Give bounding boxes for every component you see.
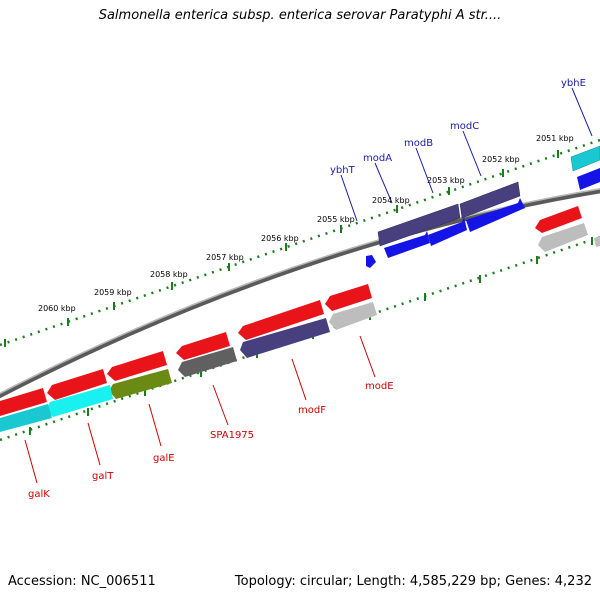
scale-label: 2051 kbp <box>536 134 574 143</box>
scale-label: 2057 kbp <box>206 253 244 262</box>
gene-labels-top: ybhE modC modB modA ybhT <box>330 78 586 176</box>
gene-label-modC[interactable]: modC <box>450 121 479 132</box>
gene-arrow-modF-red[interactable] <box>238 300 324 340</box>
gene-arrow-SPA1975-red[interactable] <box>176 332 230 360</box>
gene-label-modB[interactable]: modB <box>404 138 433 149</box>
topology-summary: Topology: circular; Length: 4,585,229 bp… <box>234 574 592 589</box>
leaders-top <box>340 87 593 222</box>
scale-label: 2060 kbp <box>38 304 76 313</box>
gene-arrow-blue-small[interactable] <box>366 255 376 268</box>
gene-label-ybhE[interactable]: ybhE <box>561 78 586 89</box>
gene-label-modA[interactable]: modA <box>363 153 392 164</box>
gene-arrow-modA[interactable] <box>377 203 461 247</box>
genes-right-reverse <box>535 206 600 252</box>
gene-label-galE[interactable]: galE <box>153 453 175 464</box>
gene-arrow-modE-gray[interactable] <box>329 302 377 330</box>
gene-arrow-galT-cyan[interactable] <box>46 385 113 417</box>
genes-reverse-inner <box>0 302 377 432</box>
gene-arrow-modE-red[interactable] <box>325 284 372 311</box>
organism-title: Salmonella enterica subsp. enterica sero… <box>98 8 502 23</box>
gene-arrow-blue-2[interactable] <box>428 217 467 246</box>
gene-arrow-galK-red[interactable] <box>0 388 47 416</box>
genes-forward-inner <box>366 168 600 268</box>
gene-arrow-blue-3[interactable] <box>466 198 525 232</box>
gene-arrow-ybhE[interactable] <box>570 145 600 172</box>
scale-label: 2053 kbp <box>427 176 465 185</box>
gene-label-SPA1975[interactable]: SPA1975 <box>210 430 254 441</box>
gene-arrow-red-right[interactable] <box>535 206 582 233</box>
scale-label: 2056 kbp <box>261 234 299 243</box>
gene-arrow-gray-right[interactable] <box>538 223 588 252</box>
gene-arrow-SPA1975-gray[interactable] <box>178 347 237 377</box>
gene-arrow-gray-edge[interactable] <box>594 236 600 247</box>
scale-labels: 2051 kbp 2052 kbp 2053 kbp 2054 kbp 2055… <box>38 134 574 313</box>
accession-label: Accession: NC_006511 <box>8 574 156 589</box>
gene-arrow-galE-olive[interactable] <box>109 369 172 399</box>
genome-backbone <box>0 188 600 399</box>
gene-label-modF[interactable]: modF <box>298 405 326 416</box>
scale-ruler-top <box>0 138 600 347</box>
gene-label-galK[interactable]: galK <box>28 489 50 500</box>
gene-arrow-modF-navy[interactable] <box>240 318 330 358</box>
scale-label: 2052 kbp <box>482 155 520 164</box>
gene-labels-bottom: galK galT galE SPA1975 modF modE <box>28 381 394 500</box>
gene-arrow-galT-red[interactable] <box>47 369 107 400</box>
scale-major-ticks-top <box>4 150 559 347</box>
gene-label-galT[interactable]: galT <box>92 471 114 482</box>
leaders-bottom <box>24 335 376 484</box>
genes-reverse-outer <box>0 284 372 416</box>
gene-arrow-blue-4[interactable] <box>577 168 600 190</box>
gene-arrow-blue-1[interactable] <box>384 231 430 258</box>
gene-arrow-galE-red[interactable] <box>107 351 167 381</box>
genes-forward-outer <box>377 145 600 247</box>
gene-label-modE[interactable]: modE <box>365 381 394 392</box>
gene-arrow-galK-cyan[interactable] <box>0 404 52 432</box>
scale-label: 2059 kbp <box>94 288 132 297</box>
gene-arrow-modB-C[interactable] <box>459 181 521 219</box>
genome-backbone-highlight <box>0 188 600 395</box>
scale-label: 2058 kbp <box>150 270 188 279</box>
gene-label-ybhT[interactable]: ybhT <box>330 165 356 176</box>
scale-ruler-bottom <box>0 235 600 442</box>
scale-label: 2055 kbp <box>317 215 355 224</box>
